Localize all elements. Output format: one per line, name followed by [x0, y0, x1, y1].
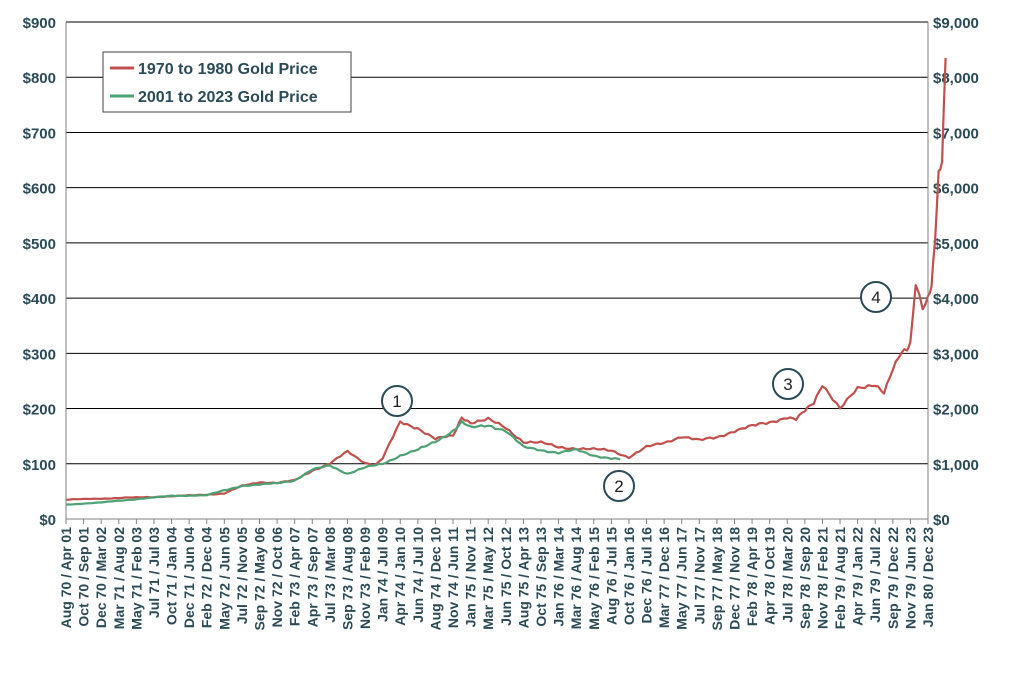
- right-tick-label: $6,000: [933, 181, 979, 198]
- annotation-label: 2: [614, 477, 623, 496]
- left-tick-label: $100: [23, 457, 56, 474]
- legend: 1970 to 1980 Gold Price 2001 to 2023 Gol…: [102, 51, 352, 113]
- x-tick-label: Jul 73 / Mar 08: [322, 527, 338, 623]
- x-tick-label: Mar 71 / Aug 02: [111, 527, 127, 629]
- left-tick-label: $200: [23, 402, 56, 419]
- left-tick-label: $300: [23, 346, 56, 363]
- x-tick-label: Oct 76 / Jan 16: [621, 527, 637, 625]
- x-tick-label: Apr 78 / Oct 19: [762, 527, 778, 625]
- x-tick-label: Dec 71 / Jun 04: [181, 527, 197, 628]
- x-tick-label: May 72 / Jun 05: [216, 527, 232, 630]
- annotation-label: 3: [783, 375, 792, 394]
- x-tick-label: Nov 72 / Oct 06: [269, 527, 285, 628]
- x-tick-label: Dec 77 / Nov 18: [726, 527, 742, 630]
- right-tick-label: $1,000: [933, 457, 979, 474]
- left-tick-label: $0: [39, 512, 56, 529]
- x-tick-label: Dec 70 / Mar 02: [93, 527, 109, 628]
- annotation-2: 2: [603, 470, 635, 502]
- x-tick-label: Oct 70 / Sep 01: [76, 527, 92, 627]
- x-tick-label: Nov 73 / Feb 09: [357, 527, 373, 629]
- x-tick-label: Mar 75 / May 12: [480, 527, 496, 630]
- right-tick-label: $3,000: [933, 346, 979, 363]
- series-line-1970-1980: [65, 57, 947, 501]
- series-lines: [65, 57, 947, 506]
- x-tick-label: Mar 77 / Dec 16: [656, 527, 672, 628]
- annotation-circle: [860, 281, 892, 313]
- x-tick-label: Feb 79 / Aug 21: [832, 527, 848, 629]
- legend-box: [102, 51, 352, 113]
- left-tick-label: $700: [23, 125, 56, 142]
- right-tick-label: $0: [933, 512, 950, 529]
- left-tick-label: $500: [23, 236, 56, 253]
- left-tick-label: $600: [23, 181, 56, 198]
- x-tick-label: Jul 71 / Jul 03: [146, 527, 162, 618]
- x-tick-label: Sep 78 / Sep 20: [797, 527, 813, 629]
- x-tick-label: Aug 75 / Apr 13: [515, 527, 531, 629]
- x-tick-label: Jul 72 / Nov 05: [234, 527, 250, 624]
- annotation-4: 4: [860, 281, 892, 313]
- right-tick-label: $9,000: [933, 15, 979, 32]
- x-axis-ticks: Aug 70 / Apr 01 Oct 70 / Sep 01 Dec 70 / M…: [58, 519, 936, 631]
- annotation-circle: [772, 368, 804, 400]
- right-tick-label: $5,000: [933, 236, 979, 253]
- annotation-1: 1: [381, 385, 413, 417]
- x-tick-label: Feb 78 / Apr 19: [744, 527, 760, 626]
- annotation-circle: [603, 470, 635, 502]
- left-tick-label: $400: [23, 291, 56, 308]
- right-axis-ticks: $0 $1,000 $2,000 $3,000 $4,000 $5,000 $6,000 $7…: [933, 15, 979, 529]
- x-tick-label: Apr 74 / Jan 10: [392, 527, 408, 626]
- series-line-2001-2023: [66, 420, 621, 506]
- right-tick-label: $2,000: [933, 402, 979, 419]
- x-tick-label: Jul 78 / Mar 20: [779, 527, 795, 623]
- right-tick-label: $8,000: [933, 70, 979, 87]
- x-tick-label: Feb 73 / Apr 07: [287, 527, 303, 626]
- x-tick-label: May 71 / Feb 03: [128, 527, 144, 630]
- x-tick-label: Jan 75 / Nov 11: [463, 527, 479, 628]
- x-tick-label: Apr 73 / Sep 07: [304, 527, 320, 628]
- legend-label-2001: 2001 to 2023 Gold Price: [138, 89, 318, 106]
- x-tick-label: May 76 / Feb 15: [586, 527, 602, 630]
- annotation-circle: [381, 385, 413, 417]
- x-tick-label: Dec 76 / Jul 16: [639, 527, 655, 624]
- x-tick-label: Oct 71 / Jan 04: [164, 527, 180, 625]
- x-tick-label: Jul 77 / Nov 17: [691, 527, 707, 624]
- x-tick-label: Jun 79 / Jul 22: [867, 527, 883, 623]
- legend-label-1970: 1970 to 1980 Gold Price: [138, 61, 318, 78]
- right-tick-label: $7,000: [933, 125, 979, 142]
- left-tick-label: $900: [23, 15, 56, 32]
- x-tick-label: Jun 75 / Oct 12: [498, 527, 514, 626]
- x-tick-label: Nov 79 / Jun 23: [902, 527, 918, 629]
- x-tick-label: Mar 76 / Aug 14: [568, 527, 584, 629]
- x-tick-label: Nov 74 / Jun 11: [445, 527, 461, 628]
- right-tick-label: $4,000: [933, 291, 979, 308]
- x-tick-label: Nov 78 / Feb 21: [814, 527, 830, 629]
- x-tick-label: Oct 75 / Sep 13: [533, 527, 549, 627]
- x-tick-label: Sep 77 / May 18: [709, 527, 725, 631]
- x-tick-label: Jan 74 / Jul 09: [375, 527, 391, 622]
- x-tick-label: Jan 76 / Mar 14: [551, 527, 567, 627]
- annotation-label: 4: [871, 288, 880, 307]
- x-tick-label: Jun 74 / Jul 10: [410, 527, 426, 623]
- left-axis-ticks: $0 $100 $200 $300 $400 $500 $600 $700 $800 $900: [23, 15, 56, 529]
- x-tick-label: Jan 80 / Dec 23: [920, 527, 936, 628]
- x-tick-label: Sep 79 / Dec 22: [885, 527, 901, 629]
- x-tick-label: Aug 74 / Dec 10: [427, 527, 443, 631]
- x-tick-label: May 77 / Jun 17: [674, 527, 690, 630]
- x-tick-label: Sep 73 / Aug 08: [339, 527, 355, 630]
- x-tick-label: Feb 72 / Dec 04: [199, 527, 215, 628]
- left-tick-label: $800: [23, 70, 56, 87]
- annotation-3: 3: [772, 368, 804, 400]
- x-tick-label: Aug 76 / Jul 15: [603, 527, 619, 625]
- x-tick-label: Aug 70 / Apr 01: [58, 527, 74, 629]
- annotation-label: 1: [392, 392, 401, 411]
- x-tick-label: Apr 79 / Jan 22: [850, 527, 866, 626]
- x-tick-label: Sep 72 / May 06: [252, 527, 268, 631]
